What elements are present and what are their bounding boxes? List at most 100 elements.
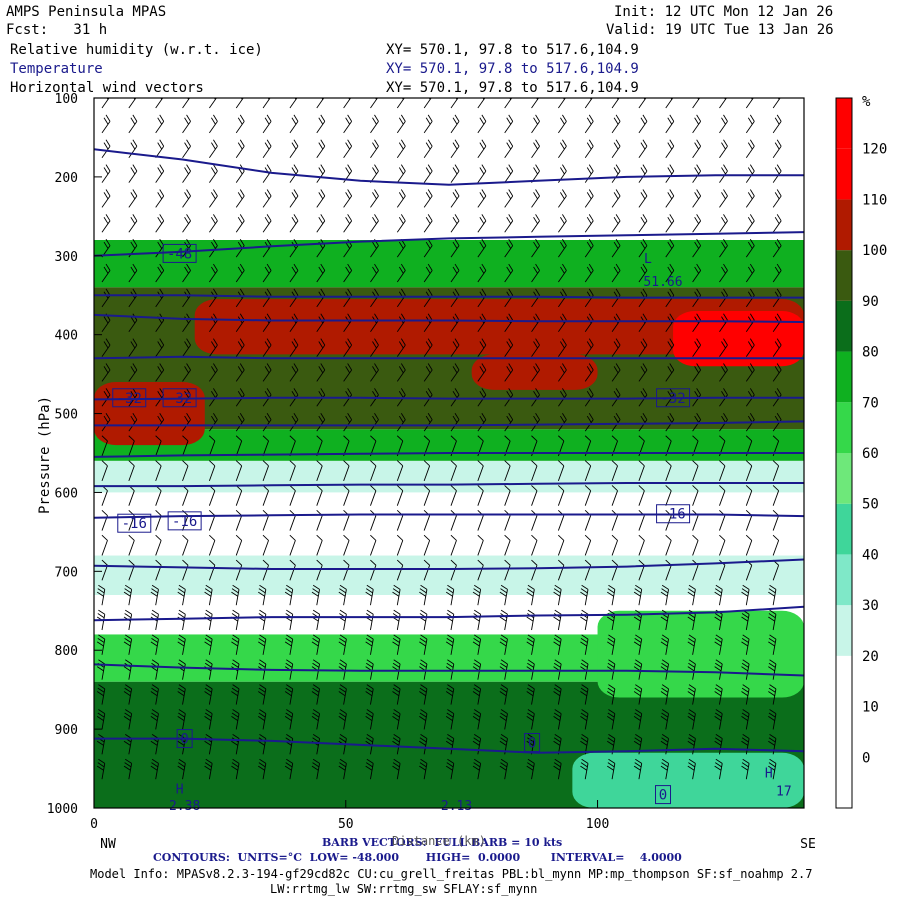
wind-barb — [155, 435, 162, 457]
wind-barb — [692, 263, 702, 283]
x-end-label-right: SE — [800, 837, 816, 852]
colorbar-label: 110 — [862, 192, 887, 208]
wind-barb — [638, 460, 645, 482]
contour-label: -32 — [167, 391, 192, 407]
wind-barb — [580, 709, 589, 730]
wind-barb — [258, 709, 267, 730]
wind-barb — [472, 584, 482, 606]
wind-barb — [660, 758, 669, 780]
extrema-mark: 51.66 — [643, 275, 682, 290]
wind-barb — [392, 634, 401, 655]
wind-barb — [396, 338, 406, 357]
wind-barb — [768, 758, 777, 780]
contour-line — [94, 558, 804, 570]
wind-barb — [472, 634, 482, 655]
contour-line — [94, 231, 804, 257]
wind-barb — [558, 139, 567, 158]
wind-barb — [580, 758, 589, 780]
wind-barb — [768, 659, 777, 680]
wind-barb — [128, 559, 135, 581]
y-tick-label: 500 — [55, 408, 78, 423]
colorbar-label: 30 — [862, 598, 879, 614]
wind-barb — [289, 338, 299, 357]
wind-barb — [531, 139, 540, 158]
wind-barb — [772, 534, 780, 556]
wind-barb — [316, 485, 323, 506]
wind-barb — [558, 338, 567, 357]
wind-barb — [633, 684, 643, 705]
field-xy-temperature: XY= 570.1, 97.8 to 517.6,104.9 — [386, 61, 639, 77]
wind-barb — [209, 214, 218, 233]
contour-label: -32 — [660, 391, 685, 407]
wind-barb — [204, 634, 213, 655]
wind-barb — [745, 114, 755, 134]
wind-barb — [101, 388, 111, 407]
wind-barb — [719, 363, 728, 382]
wind-barb — [182, 164, 191, 183]
colorbar-label: 60 — [862, 446, 879, 462]
wind-barb — [204, 684, 213, 705]
wind-barb — [499, 584, 508, 606]
wind-barb — [638, 238, 648, 258]
rh-patch — [194, 299, 804, 355]
wind-barb — [396, 534, 404, 556]
wind-barb — [338, 634, 347, 655]
wind-barb — [423, 114, 433, 134]
wind-barb — [687, 758, 696, 780]
wind-barb — [638, 559, 645, 581]
wind-barb — [692, 164, 702, 183]
wind-barb — [660, 709, 669, 730]
y-tick-label: 100 — [55, 92, 78, 107]
wind-barb — [423, 338, 433, 357]
wind-barb — [209, 263, 218, 283]
wind-barb — [311, 758, 320, 780]
wind-barb — [714, 709, 723, 730]
wind-barb — [396, 164, 406, 183]
rh-patch — [673, 311, 804, 367]
wind-barb — [365, 634, 374, 655]
rh-layer — [94, 382, 804, 430]
wind-barb — [741, 684, 750, 705]
wind-barb — [607, 659, 616, 680]
wind-barb — [660, 584, 669, 606]
wind-barb — [101, 114, 111, 134]
wind-barb — [665, 388, 675, 407]
contour-label: 0 — [180, 732, 188, 748]
wind-barb — [316, 338, 326, 357]
wind-barb — [558, 114, 567, 134]
wind-barb — [177, 758, 186, 780]
wind-barb — [445, 584, 455, 606]
wind-barb — [633, 758, 643, 780]
wind-barb — [289, 214, 299, 233]
y-tick-label: 900 — [55, 723, 78, 738]
wind-barb — [155, 214, 165, 233]
wind-barb — [450, 559, 457, 581]
wind-barb — [531, 534, 538, 556]
wind-barb — [128, 338, 138, 357]
wind-barb — [262, 559, 269, 581]
y-tick-label: 700 — [55, 565, 78, 580]
wind-barb — [338, 684, 347, 705]
wind-barb — [123, 758, 133, 780]
contour-label: 0 — [528, 736, 536, 752]
wind-barb — [772, 139, 782, 158]
wind-barb — [204, 584, 213, 606]
wind-barb — [772, 114, 782, 134]
wind-barb — [772, 485, 780, 506]
wind-barb — [768, 684, 777, 705]
wind-barb — [638, 139, 648, 158]
wind-barb — [284, 684, 294, 705]
wind-barb — [719, 189, 728, 208]
wind-barb — [719, 338, 728, 357]
wind-barb — [235, 263, 245, 283]
wind-barb — [419, 584, 428, 606]
wind-barb — [665, 114, 675, 134]
wind-barb — [343, 388, 353, 407]
model-info-1: Model Info: MPASv8.2.3-194-gf29cd82c CU:… — [90, 867, 813, 881]
wind-barb — [155, 189, 165, 208]
wind-barb — [423, 189, 433, 208]
wind-barb — [128, 238, 138, 258]
wind-barb — [128, 363, 138, 382]
rh-patch — [572, 752, 804, 808]
wind-barb — [450, 114, 460, 134]
